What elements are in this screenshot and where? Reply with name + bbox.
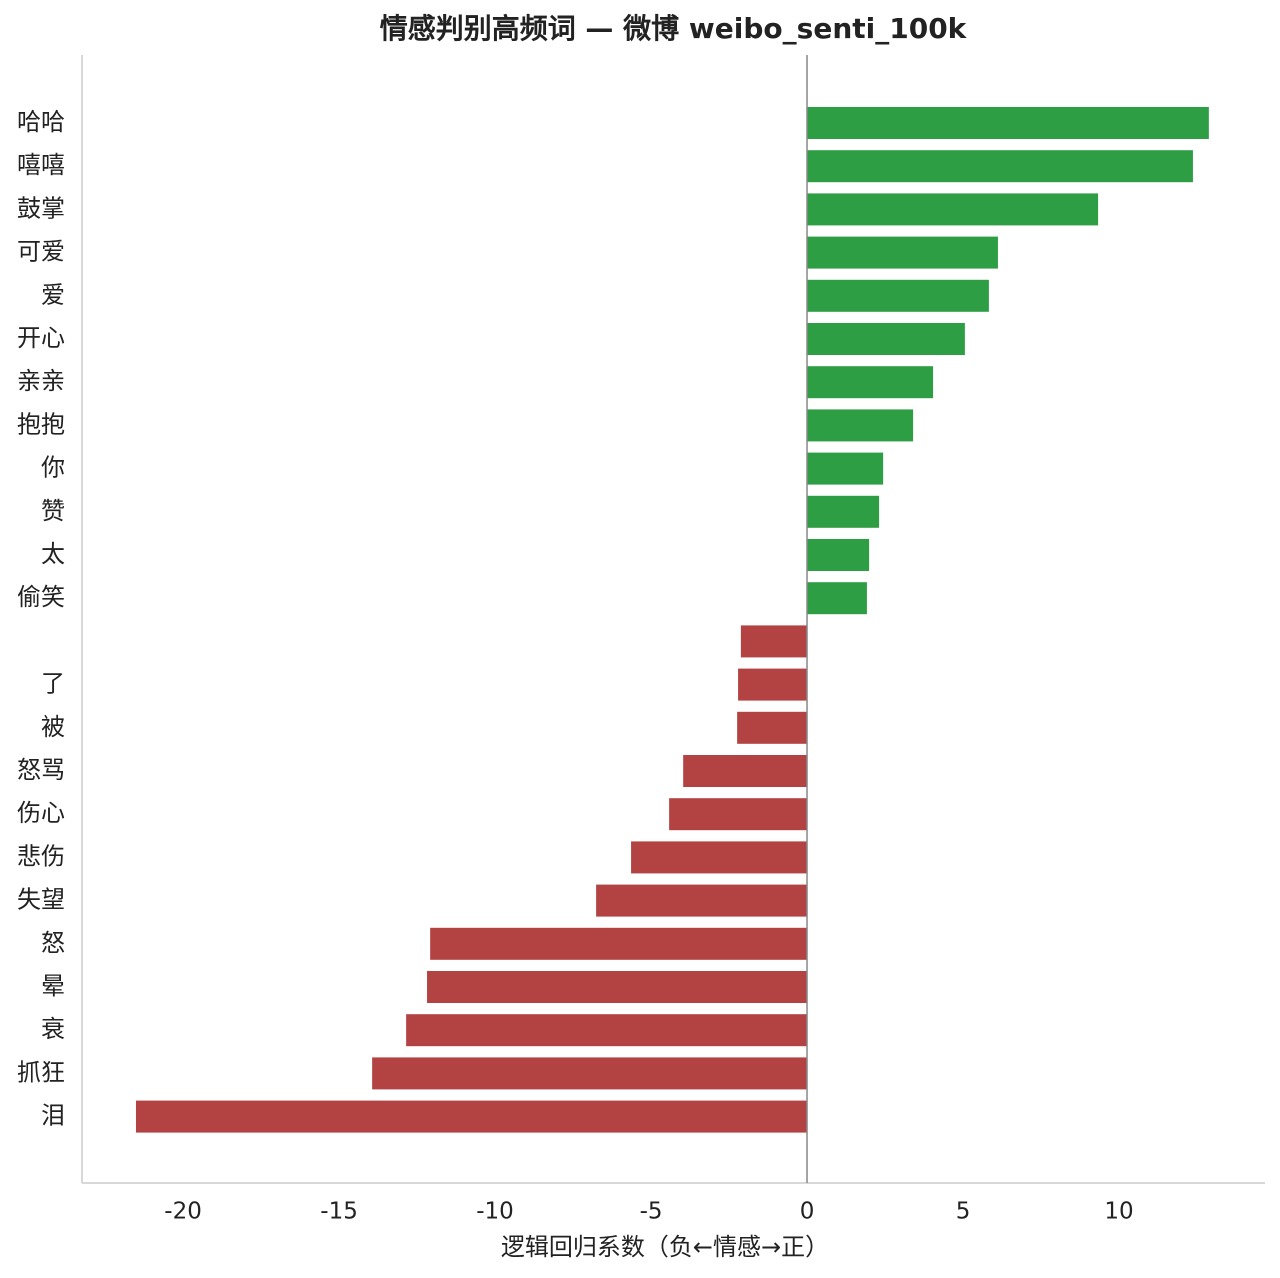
bar <box>807 495 880 528</box>
y-tick-label: 哈哈 <box>17 108 65 136</box>
bar <box>427 971 808 1003</box>
x-tick-label: -5 <box>640 1199 663 1225</box>
x-tick-label: 0 <box>800 1199 815 1225</box>
y-tick-label: 伤心 <box>17 799 65 827</box>
x-axis-label: 逻辑回归系数（负←情感→正） <box>501 1233 829 1261</box>
bar <box>807 366 934 399</box>
bar <box>740 625 808 658</box>
bar <box>807 323 965 355</box>
y-tick-label: 了 <box>41 670 65 698</box>
y-tick-label: 偷笑 <box>17 583 65 611</box>
y-tick-label: 亲亲 <box>17 367 65 395</box>
y-tick-label: 你 <box>41 454 65 482</box>
bar <box>669 798 808 831</box>
y-tick-label: 衰 <box>41 1015 65 1043</box>
bar <box>372 1057 808 1090</box>
bar <box>737 711 808 744</box>
y-tick-label: 可爱 <box>17 238 65 266</box>
x-tick-label: 10 <box>1104 1199 1133 1225</box>
y-tick-label: 太 <box>41 540 65 568</box>
bar <box>738 668 808 701</box>
bar <box>807 193 1099 226</box>
bar <box>807 582 867 615</box>
y-tick-label: 怒 <box>41 929 65 957</box>
y-tick-label: 泪 <box>41 1102 65 1130</box>
x-tick-label: -15 <box>320 1199 358 1225</box>
bar <box>406 1014 808 1047</box>
bar <box>430 927 808 960</box>
y-tick-label: 晕 <box>41 972 65 1000</box>
bar <box>807 107 1209 139</box>
y-tick-label: 开心 <box>17 324 65 352</box>
bar <box>807 409 914 442</box>
x-tick-label: -10 <box>476 1199 514 1225</box>
bar <box>683 755 808 787</box>
y-tick-label: 抱抱 <box>17 410 65 438</box>
bar <box>807 236 998 269</box>
bar <box>807 150 1193 183</box>
y-tick-label: 悲伤 <box>17 842 65 870</box>
y-tick-label: 爱 <box>41 281 65 309</box>
bar <box>596 884 808 917</box>
y-tick-label: 赞 <box>41 497 65 525</box>
chart-title: 情感判别高频词 — 微博 weibo_senti_100k <box>380 12 968 45</box>
bar <box>807 452 884 485</box>
y-tick-label: 失望 <box>17 886 65 914</box>
x-tick-label: 5 <box>956 1199 971 1225</box>
x-tick-label: -20 <box>164 1199 202 1225</box>
bar <box>807 279 989 312</box>
bar <box>631 841 808 874</box>
bar <box>135 1100 808 1133</box>
y-tick-label: 鼓掌 <box>17 194 65 222</box>
y-tick-label: 被 <box>41 713 65 741</box>
y-tick-label: 怒骂 <box>17 756 65 784</box>
bar <box>807 539 870 571</box>
y-tick-label: 嘻嘻 <box>17 151 65 179</box>
y-tick-label: 抓狂 <box>17 1058 65 1086</box>
